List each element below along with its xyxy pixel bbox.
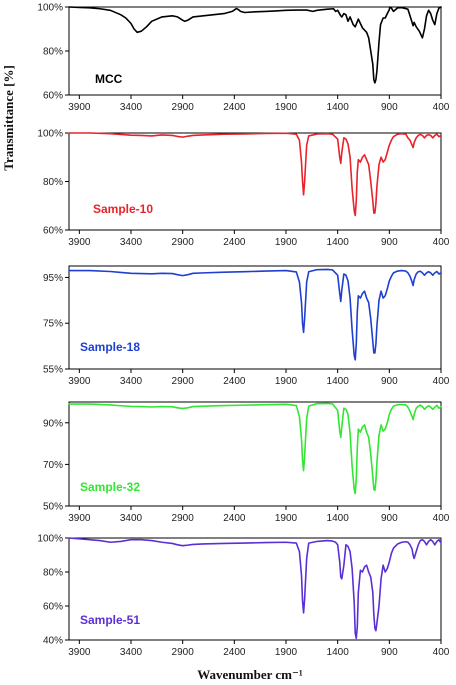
panel-4-x-tick-label-1: 3400 bbox=[120, 647, 143, 658]
panel-4-sample-label: Sample-51 bbox=[80, 613, 140, 627]
panel-0-x-tick-label-6: 900 bbox=[381, 102, 398, 113]
panel-2-x-tick-label-1: 3400 bbox=[120, 376, 143, 387]
panel-4-x-tick-label-5: 1400 bbox=[327, 647, 350, 658]
panel-4-y-tick-label-2: 80% bbox=[43, 568, 63, 579]
panel-3-x-tick-label-7: 400 bbox=[433, 513, 450, 524]
panel-3-x-tick-label-6: 900 bbox=[381, 513, 398, 524]
panel-2-sample-label: Sample-18 bbox=[80, 340, 140, 354]
panel-3-x-tick-label-2: 2900 bbox=[172, 513, 195, 524]
panel-4-x-tick-label-4: 1900 bbox=[275, 647, 298, 658]
panel-1-x-tick-label-0: 3900 bbox=[68, 237, 91, 248]
y-axis-title: Transmittance [%] bbox=[1, 65, 16, 171]
panel-2-x-tick-label-3: 2400 bbox=[223, 376, 246, 387]
panel-2-y-tick-label-0: 55% bbox=[43, 365, 63, 376]
panel-0-y-tick-label-0: 60% bbox=[43, 91, 63, 102]
panel-3-frame bbox=[68, 401, 442, 507]
panel-1-y-tick-label-0: 60% bbox=[43, 226, 63, 237]
panel-2-frame bbox=[68, 265, 442, 370]
panel-3-y-tick-label-2: 90% bbox=[43, 418, 63, 429]
panel-4-x-tick-label-6: 900 bbox=[381, 647, 398, 658]
panel-3-y-tick-label-0: 50% bbox=[43, 502, 63, 513]
panel-4-series-0-line bbox=[68, 537, 442, 640]
panel-2-x-tick-label-0: 3900 bbox=[68, 376, 91, 387]
panel-1-sample-label: Sample-10 bbox=[93, 202, 153, 216]
panel-3-sample-label: Sample-32 bbox=[80, 480, 140, 494]
panel-3-x-tick-label-1: 3400 bbox=[120, 513, 143, 524]
panel-3-x-tick-label-4: 1900 bbox=[275, 513, 298, 524]
panel-0-x-tick-label-5: 1400 bbox=[327, 102, 350, 113]
panel-3-series-0-line bbox=[68, 402, 442, 495]
panel-1-x-tick-label-6: 900 bbox=[381, 237, 398, 248]
panel-2-x-tick-label-6: 900 bbox=[381, 376, 398, 387]
panel-0-y-tick-label-2: 100% bbox=[37, 3, 63, 14]
panel-4-y-tick-label-0: 40% bbox=[43, 636, 63, 647]
panel-4-x-tick-label-2: 2900 bbox=[172, 647, 195, 658]
panel-2-series-0-line bbox=[68, 268, 442, 361]
panel-4-y-tick-label-3: 100% bbox=[37, 534, 63, 545]
panel-3-x-tick-label-0: 3900 bbox=[68, 513, 91, 524]
panel-3-y-tick-label-1: 70% bbox=[43, 460, 63, 471]
panel-1-series-0-line bbox=[68, 132, 442, 217]
panel-0-sample-label: MCC bbox=[95, 72, 123, 86]
panel-2-y-tick-label-1: 75% bbox=[43, 319, 63, 330]
panel-2-y-tick-label-2: 95% bbox=[43, 273, 63, 284]
panel-2-x-tick-label-2: 2900 bbox=[172, 376, 195, 387]
panel-4-y-tick-label-1: 60% bbox=[43, 602, 63, 613]
panel-0-frame bbox=[68, 6, 442, 96]
panel-2-x-tick-label-4: 1900 bbox=[275, 376, 298, 387]
panel-0-y-tick-label-1: 80% bbox=[43, 47, 63, 58]
panel-0-x-tick-label-1: 3400 bbox=[120, 102, 143, 113]
panel-3-x-tick-label-3: 2400 bbox=[223, 513, 246, 524]
panel-1-y-tick-label-2: 100% bbox=[37, 129, 63, 140]
panel-4-x-tick-label-3: 2400 bbox=[223, 647, 246, 658]
panel-1-x-tick-label-2: 2900 bbox=[172, 237, 195, 248]
panel-1-x-tick-label-3: 2400 bbox=[223, 237, 246, 248]
panel-0-x-tick-label-0: 3900 bbox=[68, 102, 91, 113]
panel-4-frame bbox=[68, 537, 442, 641]
panel-1-x-tick-label-7: 400 bbox=[433, 237, 450, 248]
panel-1-x-tick-label-1: 3400 bbox=[120, 237, 143, 248]
panel-0-x-tick-label-7: 400 bbox=[433, 102, 450, 113]
panel-0-x-tick-label-3: 2400 bbox=[223, 102, 246, 113]
panel-0-series-0-line bbox=[68, 6, 442, 84]
panel-0-x-tick-label-2: 2900 bbox=[172, 102, 195, 113]
panel-2-x-tick-label-5: 1400 bbox=[327, 376, 350, 387]
panel-4-x-tick-label-0: 3900 bbox=[68, 647, 91, 658]
panel-0-x-tick-label-4: 1900 bbox=[275, 102, 298, 113]
panel-1-x-tick-label-4: 1900 bbox=[275, 237, 298, 248]
panel-2-x-tick-label-7: 400 bbox=[433, 376, 450, 387]
panel-4-x-tick-label-7: 400 bbox=[433, 647, 450, 658]
panel-3-x-tick-label-5: 1400 bbox=[327, 513, 350, 524]
panel-1-x-tick-label-5: 1400 bbox=[327, 237, 350, 248]
x-axis-title: Wavenumber cm⁻¹ bbox=[197, 667, 303, 682]
panel-1-y-tick-label-1: 80% bbox=[43, 177, 63, 188]
